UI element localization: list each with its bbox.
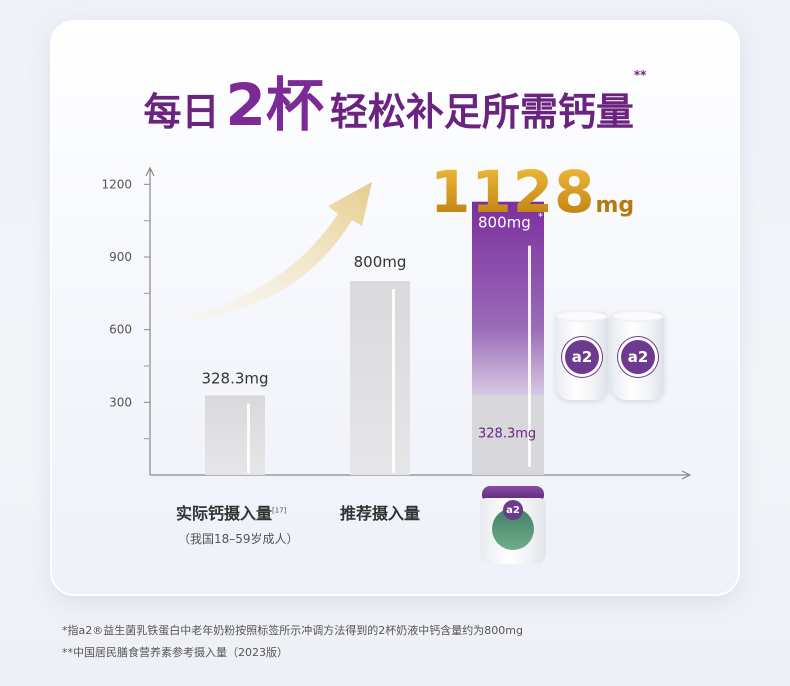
bar-highlight <box>528 245 531 467</box>
bar-recommended-intake <box>350 281 410 475</box>
milk-powder-can-icon: a2 <box>478 486 548 566</box>
value-label-stack-mark: * <box>538 212 543 223</box>
bar-actual-intake <box>205 395 265 475</box>
footnote-1: *指a2®益生菌乳铁蛋白中老年奶粉按照标签所示冲调方法得到的2杯奶液中钙含量约为… <box>62 624 523 637</box>
value-label-stack-top: 800mg <box>478 214 531 232</box>
title-pre: 每日 <box>143 90 220 134</box>
page-title: 每日 2杯 轻松补足所需钙量 ** <box>0 58 790 142</box>
bar-stack-base <box>472 395 544 475</box>
category-label-actual: 实际钙摄入量[17] <box>176 500 286 524</box>
value-label-recommended: 800mg <box>354 253 407 271</box>
y-tick-label: 600 <box>109 323 132 337</box>
category-sublabel-actual: （我国18–59岁成人） <box>178 532 299 546</box>
total-value: 1128 <box>430 158 596 226</box>
total-unit: mg <box>595 193 635 218</box>
total-calcium: 1128mg <box>430 158 634 226</box>
a2-badge: a2 <box>565 340 599 374</box>
y-tick-label: 900 <box>109 250 132 264</box>
value-label-actual: 328.3mg <box>201 369 268 387</box>
title-cups: 2杯 <box>225 71 324 139</box>
x-axis-arrow <box>681 470 692 480</box>
title-footnote-mark: ** <box>633 68 647 82</box>
glass-rim <box>612 312 664 322</box>
category-text-actual: 实际钙摄入量 <box>176 504 273 523</box>
category-label-recommended: 推荐摄入量 <box>340 504 421 523</box>
bar-stack-a2-milk <box>472 201 544 396</box>
title-post: 轻松补足所需钙量 <box>329 90 634 134</box>
value-label-stack-base: 328.3mg <box>478 426 536 441</box>
rising-arrow-icon <box>182 182 372 322</box>
can-brand: a2 <box>503 500 523 520</box>
milk-glass-icon: a2 <box>612 312 664 400</box>
footnote-2: **中国居民膳食营养素参考摄入量（2023版） <box>62 646 288 659</box>
glass-rim <box>556 312 608 322</box>
can-lid <box>482 486 544 500</box>
bar-highlight <box>392 289 395 473</box>
a2-badge: a2 <box>621 340 655 374</box>
milk-glass-icon: a2 <box>556 312 608 400</box>
y-tick-label: 300 <box>109 395 132 409</box>
category-citation: [17] <box>272 506 287 515</box>
bar-highlight <box>247 403 250 473</box>
y-tick-label: 1200 <box>101 177 132 191</box>
y-axis-arrow <box>145 166 155 177</box>
